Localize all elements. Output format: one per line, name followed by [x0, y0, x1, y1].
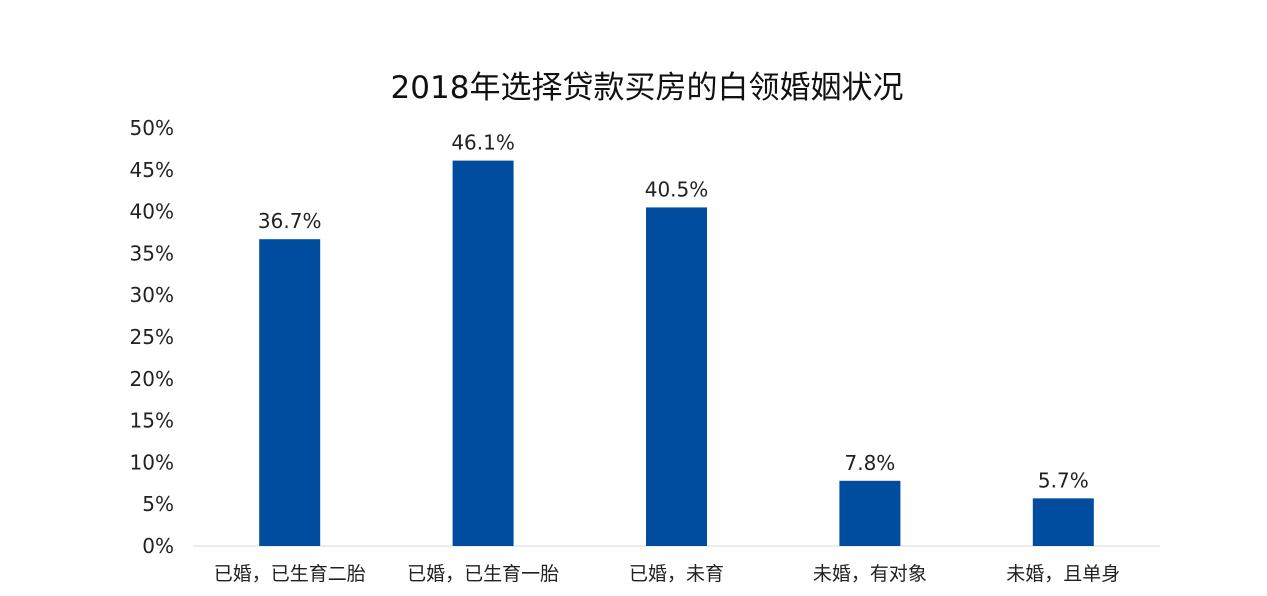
y-tick-label: 15%	[130, 409, 174, 433]
data-label: 36.7%	[258, 209, 322, 233]
data-label: 46.1%	[451, 131, 515, 155]
y-tick-label: 35%	[130, 241, 174, 265]
y-axis: 0% 5% 10% 15% 20% 25% 30% 35% 40% 45% 50%	[130, 116, 174, 558]
x-category-label: 已婚，已生育二胎	[214, 563, 366, 585]
data-label: 5.7%	[1038, 468, 1089, 492]
x-axis-categories: 已婚，已生育二胎 已婚，已生育一胎 已婚，未育 未婚，有对象 未婚，且单身	[214, 563, 1121, 585]
bars	[259, 160, 1094, 547]
y-tick-label: 20%	[130, 367, 174, 391]
bar	[452, 160, 514, 546]
x-category-label: 未婚，有对象	[813, 563, 927, 585]
y-tick-label: 45%	[130, 158, 174, 182]
bar	[1032, 498, 1094, 546]
bar	[839, 480, 901, 546]
bar	[259, 239, 321, 547]
bar	[646, 207, 707, 547]
x-category-label: 已婚，已生育一胎	[407, 563, 559, 585]
y-tick-label: 40%	[130, 200, 174, 224]
data-labels: 36.7% 46.1% 40.5% 7.8% 5.7%	[258, 131, 1089, 493]
y-tick-label: 0%	[142, 534, 174, 558]
y-tick-label: 50%	[130, 116, 174, 140]
y-tick-label: 10%	[130, 450, 174, 474]
x-category-label: 已婚，未育	[629, 563, 724, 585]
data-label: 7.8%	[844, 451, 895, 475]
chart-title: 2018年选择贷款买房的白领婚姻状况	[391, 70, 904, 106]
y-tick-label: 5%	[142, 492, 174, 516]
x-category-label: 未婚，且单身	[1006, 563, 1120, 585]
y-tick-label: 25%	[130, 325, 174, 349]
data-label: 40.5%	[645, 177, 709, 201]
y-tick-label: 30%	[130, 283, 174, 307]
